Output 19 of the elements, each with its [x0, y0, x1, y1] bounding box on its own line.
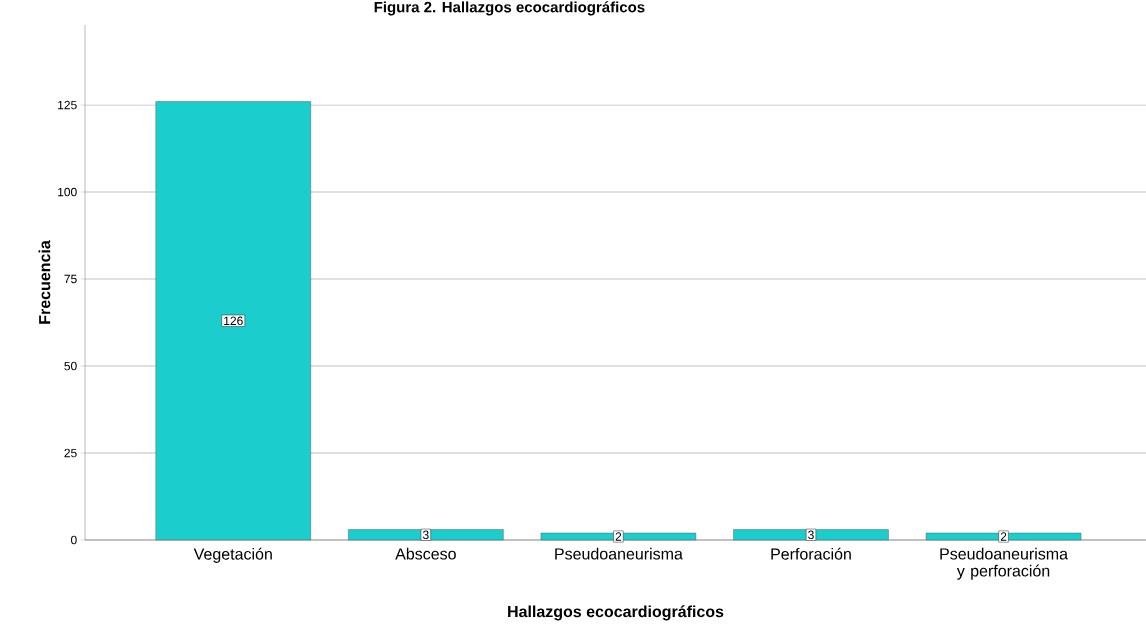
x-tick-label: Pseudoaneurisma y perforación — [940, 547, 1068, 580]
y-axis-title: Frecuencia — [38, 240, 51, 324]
y-tick-label: 125 — [58, 100, 77, 110]
y-tick-label: 0 — [71, 535, 77, 545]
x-tick-label: Vegetación — [193, 547, 272, 563]
y-tick-label: 50 — [64, 361, 77, 371]
x-tick-label: Absceso — [395, 547, 456, 560]
x-axis-title: Hallazgos ecocardiográficos — [508, 605, 724, 621]
y-tick-label: 25 — [64, 448, 77, 458]
y-tick-label: 75 — [64, 274, 77, 284]
chart-title: Figura 2. Hallazgos ecocardiográficos — [374, 1, 645, 16]
x-tick-label: Perforación — [771, 547, 851, 560]
data-label: 126 — [224, 316, 243, 326]
x-tick-label: Pseudoaneurisma — [555, 547, 683, 560]
data-label: 2 — [615, 532, 622, 541]
data-label: 3 — [808, 530, 814, 540]
y-tick-label: 100 — [58, 187, 77, 197]
data-label: 2 — [1000, 532, 1007, 541]
data-label: 3 — [422, 530, 429, 540]
